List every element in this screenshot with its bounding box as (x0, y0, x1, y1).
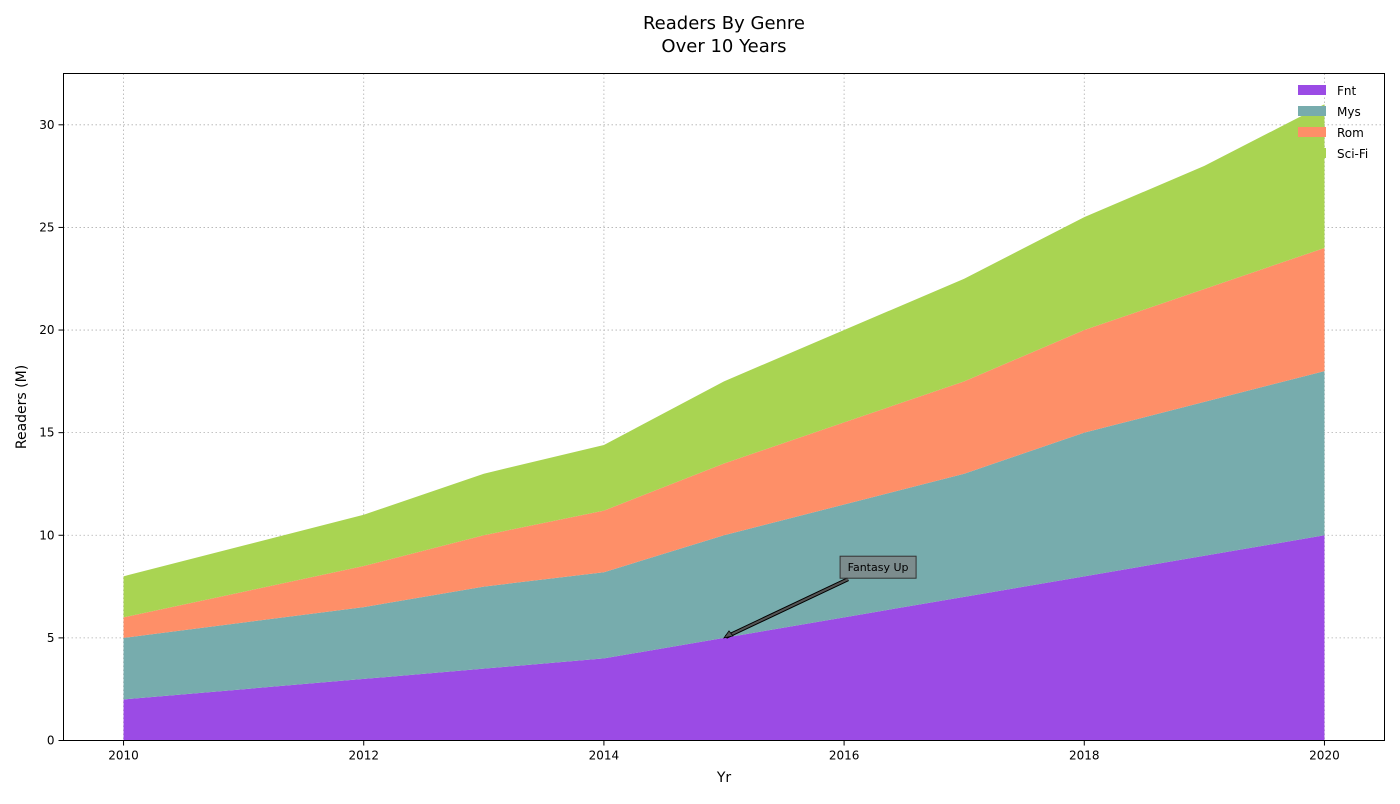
annotation-layer: Fantasy Up (723, 555, 917, 639)
axes-frame (63, 73, 1385, 741)
y-tick-label: 20 (39, 323, 54, 337)
annotation-arrow (725, 578, 849, 638)
x-tick-label: 2012 (348, 749, 379, 763)
annotation-arrowhead (723, 630, 734, 639)
chart-subtitle: Over 10 Years (661, 36, 786, 57)
chart-title: Readers By Genre (643, 13, 805, 34)
legend-label: Rom (1337, 126, 1364, 140)
y-tick-label: 10 (39, 528, 54, 542)
legend-swatch (1298, 148, 1326, 158)
x-tick-label: 2010 (108, 749, 139, 763)
y-tick-label: 5 (47, 631, 55, 645)
y-tick-label: 25 (39, 220, 54, 234)
x-tick-label: 2018 (1069, 749, 1100, 763)
y-tick-label: 0 (47, 734, 55, 748)
x-axis-label: Yr (716, 770, 732, 786)
legend-swatch (1298, 127, 1326, 137)
x-tick-label: 2020 (1309, 749, 1340, 763)
y-axis-label: Readers (M) (14, 365, 30, 449)
x-tick-label: 2014 (589, 749, 620, 763)
area-layer (123, 104, 1325, 741)
axes-frame-layer (63, 73, 1385, 741)
legend-swatch (1298, 106, 1326, 116)
tick-layer: 2010 2012 2014 2016 2018 2020 0 5 10 15 20 25 30 (39, 118, 1340, 763)
area-series-mys (123, 371, 1325, 700)
y-tick-label: 30 (39, 118, 54, 132)
area-series-sci-fi (123, 104, 1325, 618)
legend-label: Fnt (1337, 84, 1357, 98)
annotation-box (839, 555, 917, 579)
legend: Fnt Mys Rom Sci-Fi (1298, 84, 1368, 161)
y-tick-label: 15 (39, 426, 54, 440)
legend-swatch (1298, 85, 1326, 95)
legend-label: Mys (1337, 105, 1361, 119)
annotation-text: Fantasy Up (848, 561, 909, 574)
legend-label: Sci-Fi (1337, 147, 1368, 161)
area-series-rom (123, 247, 1325, 638)
x-tick-label: 2016 (829, 749, 860, 763)
